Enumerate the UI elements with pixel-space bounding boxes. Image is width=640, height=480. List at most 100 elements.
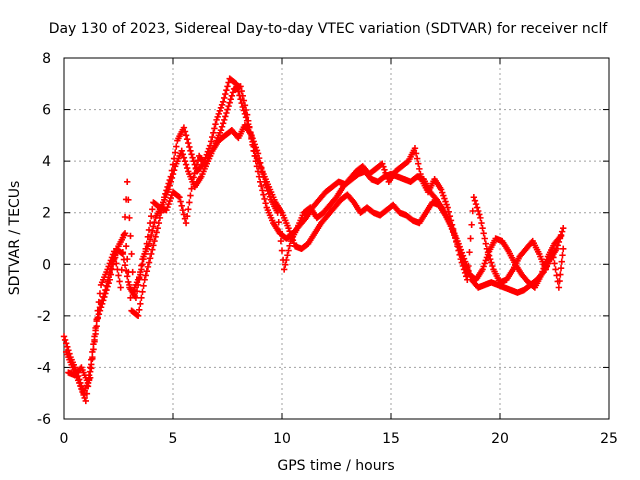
data-point (237, 96, 244, 103)
x-tick-label: 25 (600, 431, 618, 447)
data-point (186, 143, 193, 151)
data-point (559, 252, 566, 259)
data-point (223, 87, 230, 94)
data-point (556, 277, 563, 285)
data-point (381, 166, 388, 173)
data-point (276, 228, 284, 235)
data-point (206, 142, 214, 149)
data-point (183, 164, 191, 172)
data-point (248, 132, 255, 139)
data-point (214, 113, 221, 121)
data-point (441, 195, 448, 202)
data-point (550, 254, 557, 261)
data-point (125, 196, 132, 204)
data-point (103, 282, 110, 289)
data-point (557, 271, 564, 278)
data-point (223, 109, 230, 117)
data-point (479, 224, 486, 232)
data-point (539, 270, 546, 277)
data-point (221, 94, 228, 102)
data-point (179, 151, 187, 158)
data-point (219, 120, 227, 127)
data-point (282, 261, 289, 268)
data-point (219, 98, 227, 106)
data-point (228, 92, 236, 100)
data-point (183, 136, 191, 143)
data-point (253, 147, 261, 154)
data-point (454, 243, 461, 250)
data-point (159, 199, 167, 206)
data-point (80, 391, 87, 399)
data-point (165, 180, 172, 187)
data-point (98, 297, 106, 304)
data-point (261, 178, 268, 185)
x-tick-label: 20 (491, 431, 509, 447)
data-point (451, 230, 458, 237)
data-point (560, 224, 567, 232)
data-point (187, 147, 194, 155)
data-point (556, 235, 564, 242)
data-point (222, 90, 229, 98)
data-point (235, 88, 242, 95)
data-point (555, 284, 563, 291)
data-point (242, 114, 250, 121)
data-point (164, 183, 171, 191)
data-point (557, 231, 565, 239)
data-point (149, 227, 156, 234)
data-point (250, 138, 257, 145)
data-point (470, 194, 478, 201)
data-point (149, 246, 156, 253)
data-point (459, 262, 467, 270)
data-point (257, 159, 264, 167)
x-axis-label: GPS time / hours (277, 458, 394, 474)
data-point (472, 200, 480, 208)
data-point (156, 214, 164, 222)
data-point (162, 190, 169, 198)
data-point (145, 226, 153, 234)
data-point (186, 199, 193, 206)
data-point (412, 150, 420, 157)
data-point (560, 245, 567, 253)
data-point (150, 223, 157, 230)
data-point (144, 263, 152, 271)
data-point (379, 160, 386, 167)
data-point (456, 251, 463, 259)
data-point (224, 83, 231, 90)
data-point (286, 242, 293, 250)
data-point (178, 147, 185, 155)
data-point (558, 258, 565, 265)
data-point (82, 397, 89, 405)
data-point (286, 227, 293, 235)
data-point (169, 161, 177, 168)
data-point (437, 186, 445, 193)
data-point (138, 266, 145, 273)
data-point (126, 214, 133, 222)
data-point (440, 192, 447, 199)
data-point (251, 141, 258, 148)
data-point (444, 204, 451, 211)
data-point (544, 260, 552, 267)
data-point (277, 237, 285, 245)
data-point (189, 154, 196, 161)
data-point (274, 209, 281, 216)
data-point (488, 259, 495, 266)
data-point (84, 379, 92, 387)
data-point (148, 231, 155, 239)
data-point (60, 333, 68, 340)
data-point (185, 206, 192, 213)
data-point (81, 394, 88, 402)
data-point (166, 176, 173, 184)
data-point (213, 116, 220, 124)
data-point (91, 333, 98, 340)
data-point (217, 104, 225, 112)
data-point (557, 264, 565, 272)
data-point (145, 259, 153, 266)
data-point (211, 125, 218, 132)
data-point (227, 96, 234, 103)
data-point (192, 165, 200, 173)
data-point (191, 169, 198, 177)
data-point (180, 154, 188, 161)
data-point (96, 304, 104, 311)
y-tick-label: 0 (42, 257, 51, 273)
data-point (188, 185, 195, 192)
